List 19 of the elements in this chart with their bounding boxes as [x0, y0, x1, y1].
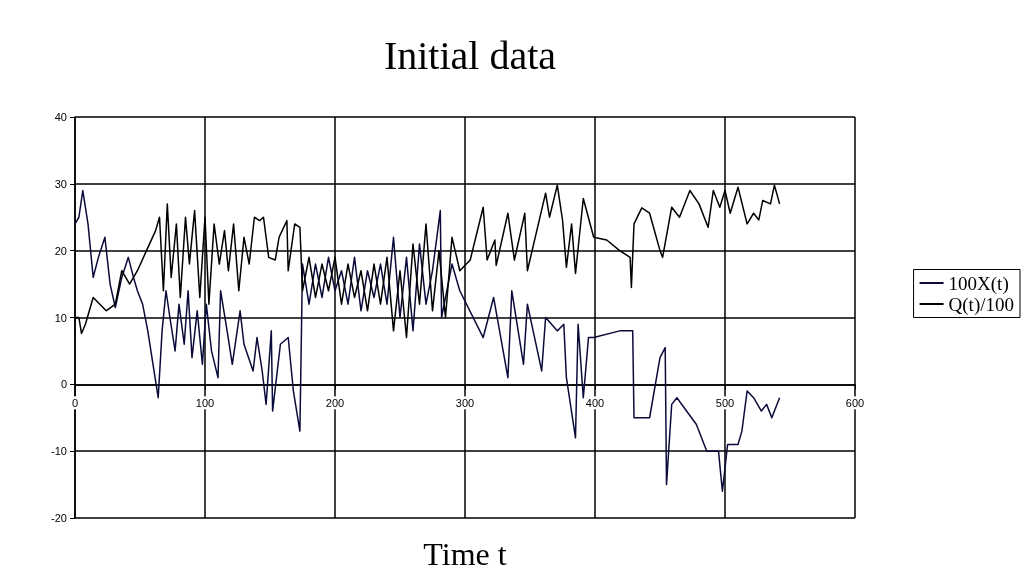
- legend-label: Q(t)/100: [948, 293, 1014, 316]
- x-tick-label: 400: [585, 396, 605, 409]
- y-tick-label: 10: [54, 311, 67, 324]
- y-tick-label: 20: [54, 244, 67, 257]
- y-tick-label: 40: [54, 111, 67, 123]
- x-tick-label: 0: [71, 396, 79, 409]
- y-tick-label: -20: [51, 512, 67, 524]
- y-tick-label: 0: [60, 378, 67, 391]
- line-series: [74, 189, 781, 493]
- chart-title: Initial data: [383, 32, 557, 78]
- x-tick-label: 600: [845, 396, 865, 409]
- x-axis-title: Time t: [423, 536, 507, 572]
- y-tick-label: 30: [54, 177, 67, 190]
- y-tick-label: -10: [51, 445, 67, 458]
- x-tick-label: 200: [325, 396, 345, 409]
- x-tick-label: 500: [715, 396, 735, 409]
- legend-label: 100X(t): [948, 272, 1009, 295]
- x-tick-label: 300: [455, 396, 475, 409]
- x-tick-label: 100: [195, 396, 215, 409]
